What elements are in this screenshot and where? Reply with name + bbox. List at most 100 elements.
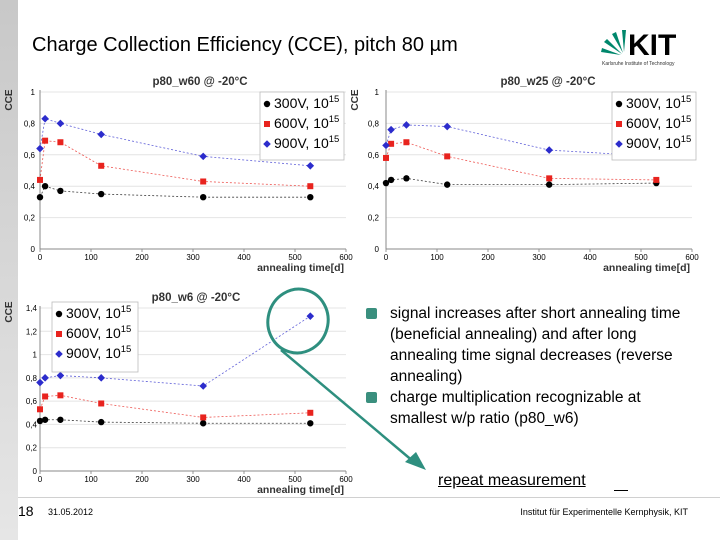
data-point — [546, 175, 553, 182]
x-tick-label: 600 — [339, 253, 353, 262]
data-point — [36, 417, 44, 425]
y-axis-label: CCE — [4, 89, 15, 110]
x-tick-label: 400 — [237, 253, 251, 262]
y-tick-label: 0,8 — [368, 119, 380, 128]
series-line — [39, 419, 311, 424]
data-point — [387, 176, 395, 184]
legend-box — [259, 91, 345, 161]
legend-marker — [616, 121, 622, 127]
data-point — [37, 176, 43, 183]
y-tick-label: 0,6 — [26, 397, 38, 406]
x-tick-label: 300 — [186, 475, 200, 484]
legend-label: 900V, 1015 — [274, 134, 339, 151]
x-axis-label: annealing time[d] — [603, 262, 690, 274]
data-point — [200, 420, 207, 427]
x-tick-label: 100 — [84, 475, 98, 484]
left-decorative-strip — [0, 0, 18, 540]
legend-marker — [55, 350, 63, 358]
data-point — [307, 183, 314, 190]
repeat-measurement-note: repeat measurement — [438, 472, 586, 489]
y-axis-label: CCE — [4, 301, 15, 322]
data-point — [97, 374, 105, 382]
data-point — [403, 139, 410, 146]
y-tick-label: 0 — [31, 245, 36, 254]
data-point — [443, 122, 451, 131]
legend-box — [51, 301, 139, 373]
legend-label: 900V, 1015 — [626, 134, 691, 151]
bullet-square-icon — [366, 308, 377, 319]
x-tick-label: 100 — [430, 253, 444, 262]
x-tick-label: 300 — [186, 253, 200, 262]
kit-logo: KIT Karlsruhe Institute of Technology — [601, 29, 676, 67]
y-tick-label: 0 — [375, 245, 380, 254]
data-point — [41, 416, 49, 423]
data-point — [382, 141, 390, 150]
x-tick-label: 500 — [288, 253, 302, 262]
data-point — [307, 420, 314, 427]
data-point — [653, 176, 660, 183]
logo-tagline: Karlsruhe Institute of Technology — [602, 61, 675, 67]
y-tick-label: 0,8 — [26, 374, 38, 383]
legend-label: 300V, 1015 — [274, 94, 339, 111]
legend-label: 600V, 1015 — [66, 324, 131, 341]
footer-institute: Institut für Experimentelle Kernphysik, … — [520, 507, 688, 517]
x-axis-label: annealing time[d] — [257, 262, 344, 274]
data-point — [57, 416, 64, 423]
data-point — [42, 393, 49, 400]
data-point — [97, 130, 105, 139]
x-tick-label: 300 — [532, 253, 546, 262]
series-line — [39, 185, 311, 198]
data-point — [199, 382, 207, 390]
data-point — [36, 144, 44, 153]
slide-title: Charge Collection Efficiency (CCE), pitc… — [32, 34, 458, 56]
x-tick-label: 600 — [339, 475, 353, 484]
data-point — [56, 371, 65, 380]
series-line — [39, 394, 311, 418]
y-tick-label: 0,2 — [26, 444, 38, 453]
legend-box — [611, 91, 697, 161]
x-tick-label: 0 — [384, 253, 389, 262]
x-tick-label: 600 — [685, 253, 699, 262]
footer-divider — [18, 497, 720, 498]
data-point — [200, 193, 207, 201]
x-tick-label: 500 — [634, 253, 648, 262]
legend-label: 300V, 1015 — [66, 304, 131, 321]
y-tick-label: 0,2 — [368, 214, 380, 223]
data-point — [444, 153, 451, 160]
y-tick-label: 0,4 — [24, 182, 36, 191]
data-point — [306, 161, 315, 170]
legend-label: 600V, 1015 — [274, 114, 339, 131]
data-point — [41, 183, 49, 190]
y-tick-label: 0,6 — [368, 151, 380, 160]
page-number: 18 — [18, 503, 34, 519]
x-tick-label: 500 — [288, 475, 302, 484]
data-point — [98, 162, 105, 169]
data-point — [382, 179, 390, 187]
data-point — [98, 418, 105, 426]
y-tick-label: 0,4 — [26, 420, 38, 429]
data-point — [98, 400, 105, 407]
y-tick-label: 1 — [33, 351, 38, 360]
data-point — [36, 193, 44, 201]
bullet-text: charge multiplication recognizable at sm… — [390, 389, 641, 427]
data-point — [546, 181, 553, 188]
chart-title: p80_w25 @ -20°C — [500, 76, 595, 88]
x-tick-label: 400 — [237, 475, 251, 484]
series-line — [39, 118, 311, 167]
footer-date: 31.05.2012 — [48, 507, 94, 517]
legend-marker — [55, 310, 63, 318]
bullet-square-icon — [366, 392, 377, 403]
data-point — [403, 175, 410, 182]
logo-text: KIT — [628, 29, 676, 62]
x-tick-label: 200 — [481, 253, 495, 262]
data-point — [200, 414, 207, 421]
data-point — [42, 137, 49, 144]
y-tick-label: 1,2 — [26, 327, 38, 336]
y-tick-label: 0,2 — [24, 214, 36, 223]
data-point — [444, 181, 451, 188]
data-point — [200, 178, 207, 185]
x-tick-label: 0 — [38, 475, 43, 484]
data-point — [41, 114, 49, 123]
legend-marker — [615, 100, 623, 108]
y-tick-label: 0 — [33, 467, 38, 476]
